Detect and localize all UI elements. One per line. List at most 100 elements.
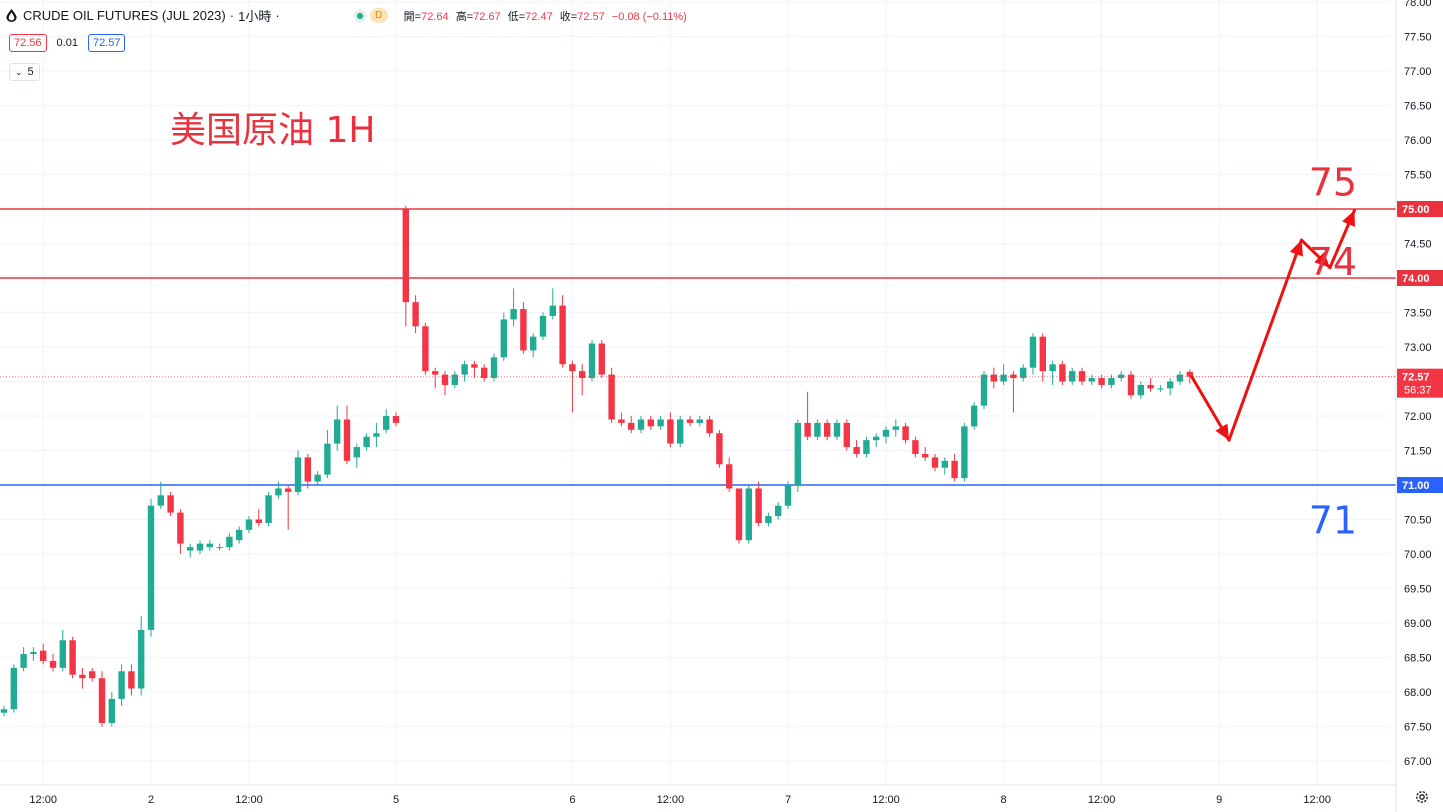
candle-body [451, 374, 458, 385]
buy-button[interactable]: 72.57 [87, 34, 126, 52]
candle-body [1186, 371, 1193, 377]
plot-area[interactable]: 75 74 71 [0, 160, 1396, 727]
candle-body [187, 547, 194, 551]
close-label: 收 [559, 10, 571, 23]
candle-body [30, 651, 37, 655]
x-tick-label: 12:00 [1303, 794, 1331, 806]
y-tick-label: 77.50 [1404, 32, 1432, 44]
y-tick-label: 72.00 [1404, 411, 1432, 423]
candle-body [637, 419, 645, 430]
y-tick-label: 68.50 [1404, 653, 1432, 665]
candle-body [559, 305, 566, 365]
x-tick-label: 12:00 [1088, 794, 1116, 806]
candle-body [1137, 384, 1144, 396]
candle-body [343, 419, 351, 461]
candle-body [775, 505, 782, 517]
projection-arrowhead [1215, 423, 1229, 441]
price-axis[interactable]: 78.00 77.50 77.00 76.50 76.00 75.50 75.00 74.50… [1395, 0, 1443, 812]
candle-body [1029, 336, 1037, 368]
sell-button[interactable]: 72.56 [9, 34, 47, 52]
time-axis[interactable]: 12:00 2 12:00 5 6 12:00 7 12:00 8 12:00 9 12:00 [0, 784, 1396, 806]
candle-body [412, 302, 419, 327]
candle-body [961, 426, 968, 479]
candle-body [118, 671, 125, 699]
candle-body [285, 488, 292, 492]
low-label: 低 [507, 10, 519, 23]
x-tick-label: 7 [785, 794, 791, 806]
interval-label[interactable]: 1小時 [238, 9, 272, 24]
y-tick-label: 77.00 [1404, 66, 1432, 78]
candle-body [892, 426, 899, 430]
candle-body [1127, 374, 1135, 396]
candle-body [677, 419, 684, 444]
y-tick-label: 67.50 [1404, 722, 1432, 734]
y-tick-label: 70.00 [1404, 549, 1432, 561]
candle-body [833, 422, 841, 437]
candle-body [1167, 381, 1174, 389]
candle-body [735, 488, 743, 541]
candle-body [716, 433, 723, 465]
x-tick-label: 6 [569, 794, 575, 806]
candle-body [40, 650, 47, 661]
y-tick-label: 78.00 [1404, 0, 1432, 9]
candle-body [304, 457, 311, 482]
level-price-tag [1397, 201, 1443, 217]
y-tick-label: 73.50 [1404, 308, 1432, 320]
candle-body [745, 488, 752, 541]
candle-body [275, 488, 282, 496]
x-tick-label: 12:00 [657, 794, 685, 806]
candle-body [1000, 374, 1007, 382]
symbol-header[interactable]: CRUDE OIL FUTURES (JUL 2023) · 1小時 · D 開… [6, 6, 691, 25]
candle-body [990, 374, 997, 382]
y-tick-label: 75.50 [1404, 170, 1432, 182]
level-price-tag [1397, 477, 1443, 493]
candle-body [500, 319, 507, 358]
candle-body [1039, 336, 1046, 372]
candle-body [147, 505, 155, 630]
candle-body [79, 674, 86, 679]
candle-body [324, 443, 331, 475]
candle-body [138, 629, 145, 689]
candle-body [510, 309, 517, 320]
delayed-badge: D [369, 8, 388, 23]
candle-body [628, 422, 635, 430]
x-tick-label: 12:00 [29, 794, 57, 806]
y-tick-label: 74.50 [1404, 239, 1432, 251]
market-open-icon [353, 9, 366, 22]
candle-body [530, 336, 537, 351]
y-tick-label: 70.50 [1404, 515, 1432, 527]
indicators-count: 5 [27, 66, 34, 78]
indicators-toggle[interactable]: ⌄ 5 [9, 63, 40, 81]
candle-body [922, 453, 929, 458]
candle-body [471, 364, 478, 368]
candle-body [755, 488, 762, 523]
candle-body [863, 440, 870, 454]
candle-body [481, 367, 488, 379]
candle-body [490, 357, 498, 379]
separator: · [275, 8, 280, 23]
market-status[interactable]: D [353, 8, 388, 23]
candle-body [177, 512, 184, 544]
current-price-label: 72.57 [1402, 372, 1430, 384]
candle-body [461, 364, 468, 375]
candle-body [89, 671, 96, 679]
candle-body [686, 419, 694, 423]
level-price-label: 75.00 [1402, 204, 1430, 216]
chart-title: 美国原油 1H [170, 110, 375, 151]
candle-body [265, 495, 272, 523]
symbol-name[interactable]: CRUDE OIL FUTURES (JUL 2023) [23, 8, 226, 23]
high-label: 高 [455, 10, 467, 23]
y-tick-label: 67.00 [1404, 756, 1432, 768]
candle-body [1118, 374, 1125, 379]
candle-body [422, 326, 429, 372]
candle-body [539, 315, 547, 337]
gear-icon[interactable] [1414, 789, 1430, 805]
candle-body [579, 371, 586, 379]
candle-body [549, 305, 556, 316]
projection-arrowhead [1289, 240, 1303, 257]
level-price-label: 71.00 [1402, 480, 1430, 492]
candle-body [20, 654, 27, 668]
candle-body [520, 309, 527, 351]
candle-body [696, 419, 703, 423]
